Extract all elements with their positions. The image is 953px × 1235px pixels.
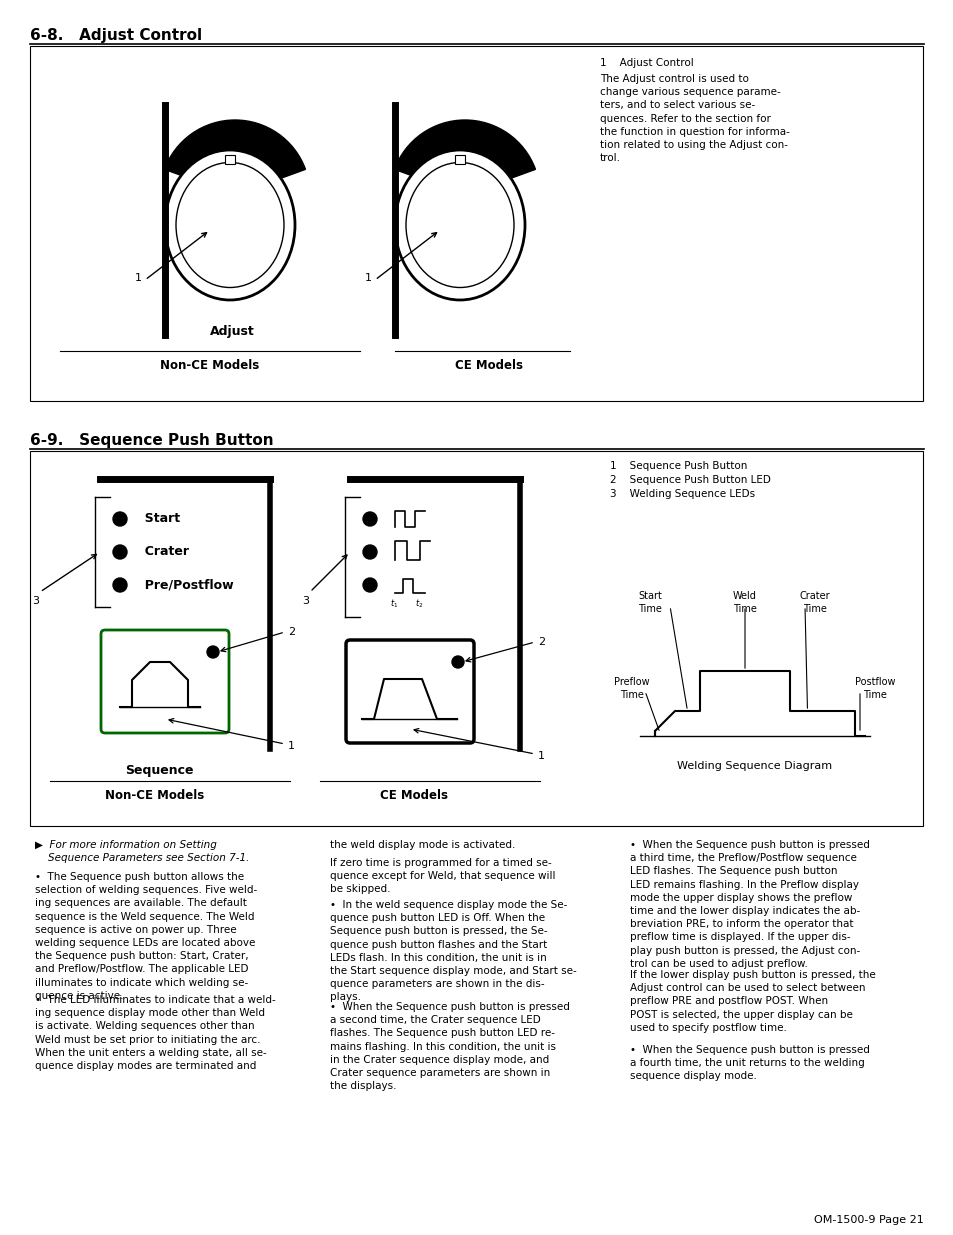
Text: If zero time is programmed for a timed se-
quence except for Weld, that sequence: If zero time is programmed for a timed s… xyxy=(330,858,555,894)
Text: 1: 1 xyxy=(288,741,294,751)
Circle shape xyxy=(112,513,127,526)
Text: Crater: Crater xyxy=(136,545,189,558)
FancyBboxPatch shape xyxy=(346,640,474,743)
Text: 2    Sequence Push Button LED: 2 Sequence Push Button LED xyxy=(609,475,770,485)
Text: The Adjust control is used to
change various sequence parame-
ters, and to selec: The Adjust control is used to change var… xyxy=(599,74,789,163)
Text: Crater
Time: Crater Time xyxy=(799,592,829,614)
Text: 1: 1 xyxy=(135,273,142,283)
Text: 3: 3 xyxy=(302,597,309,606)
Text: 6-9.   Sequence Push Button: 6-9. Sequence Push Button xyxy=(30,433,274,448)
Bar xyxy=(30,451,923,826)
Ellipse shape xyxy=(175,163,284,288)
Text: •  When the Sequence push button is pressed
a second time, the Crater sequence L: • When the Sequence push button is press… xyxy=(330,1002,569,1092)
FancyBboxPatch shape xyxy=(101,630,229,734)
Text: OM-1500-9 Page 21: OM-1500-9 Page 21 xyxy=(814,1215,923,1225)
Text: Postflow
Time: Postflow Time xyxy=(854,677,894,700)
Text: 1    Sequence Push Button: 1 Sequence Push Button xyxy=(609,461,746,471)
Text: •  The Sequence push button allows the
selection of welding sequences. Five weld: • The Sequence push button allows the se… xyxy=(35,872,257,1000)
Text: 2: 2 xyxy=(288,627,294,637)
Text: If the lower display push button is pressed, the
Adjust control can be used to s: If the lower display push button is pres… xyxy=(629,969,875,1032)
Text: $t_2$: $t_2$ xyxy=(415,597,423,610)
Text: Adjust: Adjust xyxy=(210,325,254,338)
Text: 6-8.   Adjust Control: 6-8. Adjust Control xyxy=(30,28,202,43)
Circle shape xyxy=(207,646,219,658)
Circle shape xyxy=(363,545,376,559)
Text: •  When the Sequence push button is pressed
a fourth time, the unit returns to t: • When the Sequence push button is press… xyxy=(629,1045,869,1082)
Ellipse shape xyxy=(395,149,524,300)
Text: •  The LED illuminates to indicate that a weld-
ing sequence display mode other : • The LED illuminates to indicate that a… xyxy=(35,995,275,1071)
Ellipse shape xyxy=(406,163,514,288)
Ellipse shape xyxy=(165,149,294,300)
Bar xyxy=(225,156,234,164)
Circle shape xyxy=(112,545,127,559)
Text: $t_1$: $t_1$ xyxy=(390,597,398,610)
Text: ▶  For more information on Setting
    Sequence Parameters see Section 7-1.: ▶ For more information on Setting Sequen… xyxy=(35,840,249,863)
Circle shape xyxy=(363,513,376,526)
Wedge shape xyxy=(395,120,535,179)
Text: Non-CE Models: Non-CE Models xyxy=(160,359,259,372)
Text: •  In the weld sequence display mode the Se-
quence push button LED is Off. When: • In the weld sequence display mode the … xyxy=(330,900,577,1003)
Text: 1    Adjust Control: 1 Adjust Control xyxy=(599,58,693,68)
Text: 2: 2 xyxy=(537,637,544,647)
Text: 1: 1 xyxy=(365,273,372,283)
Text: •  When the Sequence push button is pressed
a third time, the Preflow/Postflow s: • When the Sequence push button is press… xyxy=(629,840,869,968)
Bar xyxy=(455,156,464,164)
Text: Non-CE Models: Non-CE Models xyxy=(105,789,204,802)
Text: 3    Welding Sequence LEDs: 3 Welding Sequence LEDs xyxy=(609,489,755,499)
Bar xyxy=(30,46,923,401)
Text: Start
Time: Start Time xyxy=(638,592,661,614)
Text: Preflow
Time: Preflow Time xyxy=(614,677,649,700)
Text: CE Models: CE Models xyxy=(455,359,522,372)
Circle shape xyxy=(363,578,376,592)
Circle shape xyxy=(452,656,463,668)
Text: 1: 1 xyxy=(537,751,544,761)
Text: Start: Start xyxy=(136,513,180,525)
Text: 3: 3 xyxy=(32,597,39,606)
Text: Pre/Postflow: Pre/Postflow xyxy=(136,578,233,592)
Text: Sequence: Sequence xyxy=(125,764,193,777)
Text: Weld
Time: Weld Time xyxy=(732,592,756,614)
Text: Welding Sequence Diagram: Welding Sequence Diagram xyxy=(677,761,832,771)
Text: CE Models: CE Models xyxy=(379,789,448,802)
Circle shape xyxy=(112,578,127,592)
Wedge shape xyxy=(164,120,305,179)
Text: the weld display mode is activated.: the weld display mode is activated. xyxy=(330,840,515,850)
